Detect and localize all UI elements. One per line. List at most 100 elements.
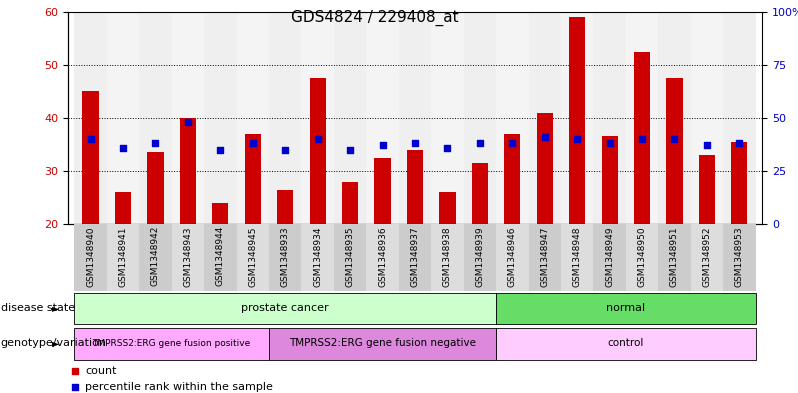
Bar	[139, 224, 172, 291]
Bar	[561, 12, 594, 224]
Bar	[666, 78, 682, 224]
Bar	[107, 224, 139, 291]
Bar	[139, 12, 172, 224]
Bar	[302, 12, 334, 224]
Text: disease state: disease state	[1, 303, 75, 313]
Point	[636, 136, 649, 142]
Text: GSM1348936: GSM1348936	[378, 226, 387, 286]
Bar	[180, 118, 196, 224]
Bar	[634, 51, 650, 224]
Bar	[723, 224, 756, 291]
Text: GSM1348946: GSM1348946	[508, 226, 517, 286]
Bar	[74, 328, 269, 360]
Bar	[236, 12, 269, 224]
Bar	[236, 224, 269, 291]
Bar	[431, 12, 464, 224]
Bar	[82, 91, 99, 224]
Text: GSM1348945: GSM1348945	[248, 226, 257, 286]
Bar	[496, 292, 756, 325]
Bar	[245, 134, 261, 224]
Bar	[431, 224, 464, 291]
Text: prostate cancer: prostate cancer	[241, 303, 329, 313]
Point	[69, 368, 81, 374]
Bar	[658, 12, 691, 224]
Text: normal: normal	[606, 303, 646, 313]
Point	[149, 140, 162, 147]
Point	[409, 140, 421, 147]
Bar	[148, 152, 164, 224]
Bar	[594, 224, 626, 291]
Bar	[658, 224, 691, 291]
Bar	[496, 12, 528, 224]
Bar	[334, 224, 366, 291]
Bar	[528, 12, 561, 224]
Bar	[504, 134, 520, 224]
Text: GSM1348952: GSM1348952	[702, 226, 712, 286]
Point	[117, 145, 129, 151]
Bar	[366, 12, 399, 224]
Text: TMPRSS2:ERG gene fusion negative: TMPRSS2:ERG gene fusion negative	[289, 338, 476, 348]
Bar	[626, 12, 658, 224]
Text: GSM1348942: GSM1348942	[151, 226, 160, 286]
Text: GSM1348937: GSM1348937	[410, 226, 420, 286]
Point	[247, 140, 259, 147]
Bar	[310, 78, 326, 224]
Bar	[115, 192, 131, 224]
Bar	[536, 112, 553, 224]
Text: control: control	[607, 338, 644, 348]
Point	[701, 142, 713, 149]
Point	[279, 147, 291, 153]
Bar	[74, 224, 107, 291]
Point	[539, 134, 551, 140]
Bar	[374, 158, 391, 224]
Text: GSM1348940: GSM1348940	[86, 226, 95, 286]
Point	[376, 142, 389, 149]
Text: count: count	[85, 366, 117, 376]
Text: ►: ►	[53, 303, 60, 313]
Text: GSM1348934: GSM1348934	[313, 226, 322, 286]
Bar	[269, 328, 496, 360]
Bar	[691, 12, 723, 224]
Point	[733, 140, 746, 147]
Text: GSM1348935: GSM1348935	[346, 226, 354, 286]
Text: GSM1348938: GSM1348938	[443, 226, 452, 286]
Text: genotype/variation: genotype/variation	[1, 338, 107, 348]
Point	[571, 136, 583, 142]
Bar	[691, 224, 723, 291]
Bar	[594, 12, 626, 224]
Bar	[74, 292, 496, 325]
Bar	[204, 12, 236, 224]
Bar	[496, 224, 528, 291]
Bar	[723, 12, 756, 224]
Bar	[277, 189, 294, 224]
Text: GSM1348933: GSM1348933	[281, 226, 290, 286]
Bar	[602, 136, 618, 224]
Text: ►: ►	[53, 338, 60, 348]
Point	[506, 140, 519, 147]
Point	[668, 136, 681, 142]
Point	[473, 140, 486, 147]
Bar	[626, 224, 658, 291]
Point	[181, 119, 194, 125]
Bar	[269, 224, 302, 291]
Bar	[407, 150, 423, 224]
Bar	[496, 328, 756, 360]
Text: GSM1348941: GSM1348941	[118, 226, 128, 286]
Bar	[269, 12, 302, 224]
Text: GSM1348948: GSM1348948	[573, 226, 582, 286]
Bar	[472, 163, 488, 224]
Text: GDS4824 / 229408_at: GDS4824 / 229408_at	[291, 10, 459, 26]
Bar	[366, 224, 399, 291]
Bar	[107, 12, 139, 224]
Text: GSM1348943: GSM1348943	[184, 226, 192, 286]
Text: GSM1348947: GSM1348947	[540, 226, 549, 286]
Bar	[439, 192, 456, 224]
Bar	[464, 224, 496, 291]
Text: GSM1348953: GSM1348953	[735, 226, 744, 286]
Text: GSM1348944: GSM1348944	[215, 226, 225, 286]
Bar	[212, 203, 228, 224]
Point	[441, 145, 454, 151]
Text: GSM1348951: GSM1348951	[670, 226, 679, 286]
Bar	[528, 224, 561, 291]
Bar	[399, 224, 431, 291]
